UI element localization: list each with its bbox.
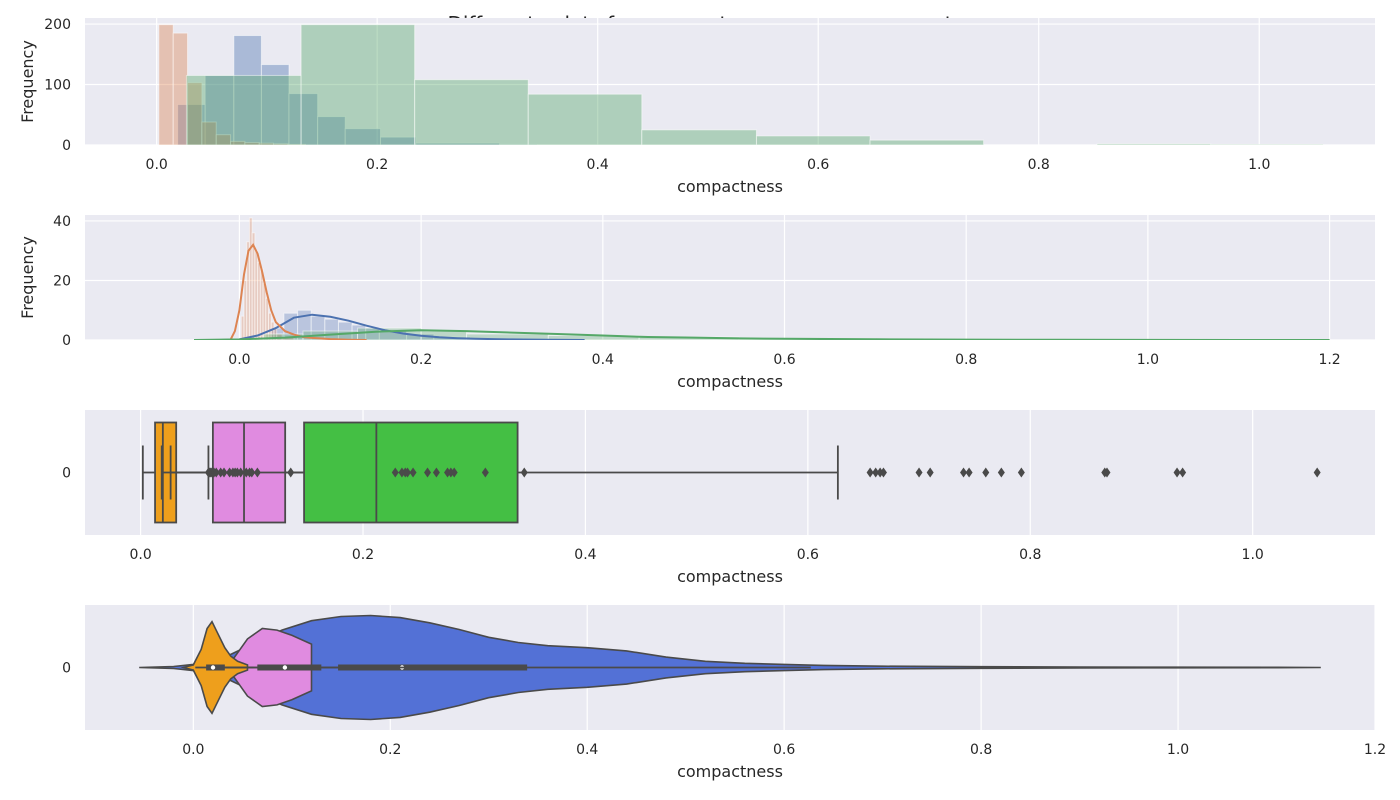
histogram-bar xyxy=(300,24,416,145)
outlier-point xyxy=(1179,467,1187,478)
x-tick-label: 0.2 xyxy=(379,742,401,758)
violin-iqr-bar xyxy=(338,664,528,671)
outlier-point xyxy=(879,467,887,478)
x-tick-label: 0.0 xyxy=(129,547,151,563)
outlier-point xyxy=(424,467,432,478)
histogram-bar xyxy=(187,82,203,145)
x-tick-label: 1.2 xyxy=(1364,742,1386,758)
histogram-bar xyxy=(414,79,529,145)
histogram-bar xyxy=(755,135,871,145)
x-tick-label: 0.0 xyxy=(228,352,250,368)
x-tick-label: 0.8 xyxy=(955,352,977,368)
y-axis-label: Frequency xyxy=(18,236,37,319)
axes-background xyxy=(85,18,1375,145)
histogram-bar xyxy=(185,74,302,145)
x-tick-label: 1.0 xyxy=(1248,157,1270,173)
x-tick-label: 1.0 xyxy=(1137,352,1159,368)
outlier-point xyxy=(872,467,880,478)
outlier-point xyxy=(450,467,458,478)
x-tick-label: 0.6 xyxy=(773,742,795,758)
histogram-bar xyxy=(1096,143,1212,145)
plot-area xyxy=(139,605,1375,730)
x-tick-label: 0.4 xyxy=(587,157,609,173)
x-axis-label: compactness xyxy=(677,372,783,391)
histogram-bar xyxy=(260,64,290,145)
histogram-bar xyxy=(641,129,757,145)
x-tick-label: 0.2 xyxy=(352,547,374,563)
x-tick-label: 0.2 xyxy=(366,157,388,173)
x-tick-label: 0.8 xyxy=(970,742,992,758)
x-tick-label: 0.4 xyxy=(576,742,598,758)
y-tick-label: 40 xyxy=(53,214,71,230)
outlier-point xyxy=(997,467,1005,478)
y-tick-label: 0 xyxy=(62,138,71,154)
histogram-bar xyxy=(288,93,319,145)
x-tick-label: 1.0 xyxy=(1242,547,1264,563)
histogram-bar xyxy=(201,121,217,145)
x-tick-label: 0.8 xyxy=(1028,157,1050,173)
plot-area xyxy=(85,215,1375,340)
outlier-point xyxy=(1103,467,1111,478)
histogram-bar xyxy=(527,93,643,145)
x-tick-label: 0.4 xyxy=(592,352,614,368)
x-tick-label: 0.2 xyxy=(410,352,432,368)
violin-median-dot xyxy=(210,665,216,670)
y-tick-label: 0 xyxy=(62,466,71,482)
x-axis-label: compactness xyxy=(677,762,783,781)
y-tick-label: 100 xyxy=(44,78,71,94)
outlier-point xyxy=(481,467,489,478)
kde-line xyxy=(193,329,1330,340)
violin-iqr-bar xyxy=(206,664,225,671)
violin-iqr-bar xyxy=(257,664,322,671)
outlier-point xyxy=(960,467,968,478)
x-tick-label: 0.0 xyxy=(182,742,204,758)
histogram-bar xyxy=(233,35,262,145)
outlier-point xyxy=(982,467,990,478)
outlier-point xyxy=(520,467,528,478)
x-axis-label: compactness xyxy=(677,567,783,586)
histogram-bar xyxy=(869,139,985,145)
outlier-point xyxy=(1313,467,1321,478)
plot-area xyxy=(140,410,1321,535)
histogram-bar xyxy=(172,32,189,145)
violin-median-dot xyxy=(282,665,288,670)
x-tick-label: 0.6 xyxy=(773,352,795,368)
x-tick-label: 0.6 xyxy=(797,547,819,563)
x-tick-label: 1.2 xyxy=(1318,352,1340,368)
plot-area xyxy=(85,18,1375,145)
x-tick-label: 0.0 xyxy=(146,157,168,173)
y-tick-label: 0 xyxy=(62,333,71,349)
outlier-point xyxy=(1017,467,1025,478)
y-axis-label: Frequency xyxy=(18,40,37,123)
x-tick-label: 0.4 xyxy=(574,547,596,563)
x-tick-label: 0.8 xyxy=(1019,547,1041,563)
y-tick-label: 20 xyxy=(53,273,71,289)
axes-background xyxy=(85,215,1375,340)
outlier-point xyxy=(866,467,874,478)
outlier-point xyxy=(404,467,411,478)
y-tick-label: 0 xyxy=(62,661,71,677)
outlier-point xyxy=(1173,467,1181,478)
histogram-bar xyxy=(158,24,174,145)
x-tick-label: 0.6 xyxy=(807,157,829,173)
outlier-point xyxy=(391,467,399,478)
outlier-point xyxy=(965,467,973,478)
outlier-point xyxy=(432,467,440,478)
histogram-bar xyxy=(1210,143,1324,145)
histogram-bar xyxy=(215,134,232,145)
outlier-point xyxy=(926,467,934,478)
x-tick-label: 1.0 xyxy=(1167,742,1189,758)
kde-line xyxy=(229,242,367,340)
x-axis-label: compactness xyxy=(677,177,783,196)
outlier-point xyxy=(409,467,417,478)
y-tick-label: 200 xyxy=(44,17,71,33)
kde-line xyxy=(221,313,585,340)
outlier-point xyxy=(915,467,923,478)
